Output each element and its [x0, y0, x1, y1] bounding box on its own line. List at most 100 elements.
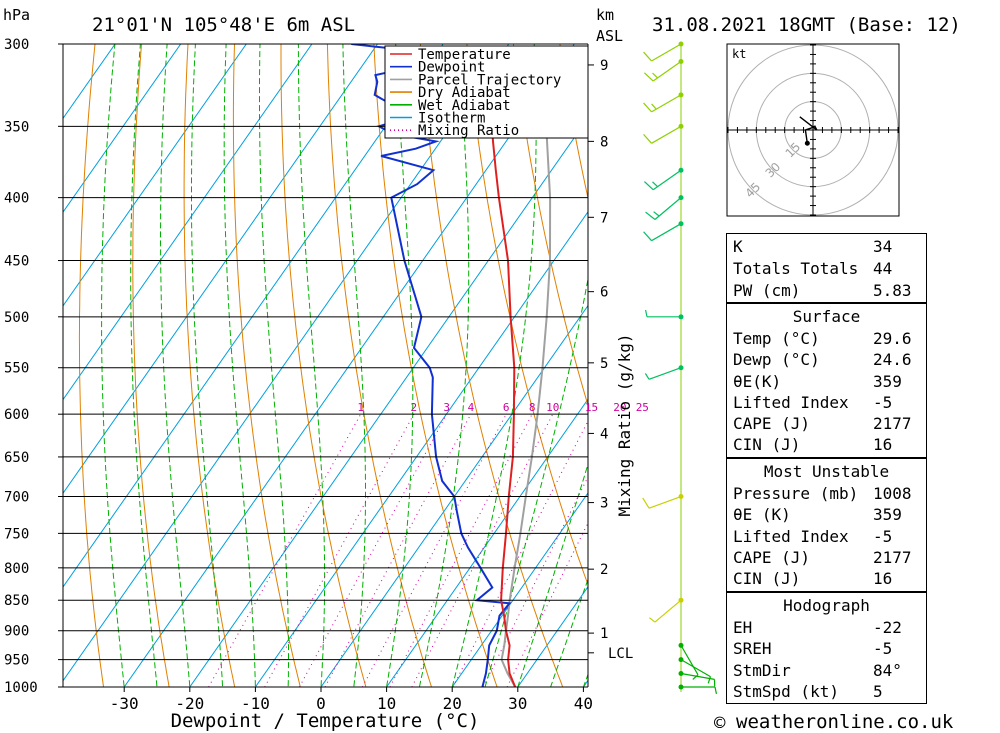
index-label: Totals Totals: [733, 259, 859, 278]
pressure-tick-label: 350: [4, 119, 29, 135]
index-label: Lifted Index: [733, 527, 849, 546]
wet-adiabat-line: [517, 462, 588, 687]
index-value: 5: [873, 682, 883, 701]
index-value: 44: [873, 259, 893, 278]
legend-label: Mixing Ratio: [418, 123, 519, 139]
surface-row: CAPE (J) 2177: [733, 413, 922, 435]
mixing-ratio-line: [389, 413, 533, 687]
mixing-ratio-line: [452, 419, 588, 687]
asl-label: ASL: [596, 27, 623, 45]
mu-row: CIN (J) 16: [733, 568, 922, 590]
legend-label: Parcel Trajectory: [418, 72, 561, 88]
height-tick-label: 3: [600, 496, 608, 512]
mixing-ratio-label: 4: [468, 401, 475, 414]
wind-barb-feather: [645, 211, 656, 220]
dry-adiabat-line: [132, 44, 170, 687]
index-label: CIN (J): [733, 569, 801, 588]
wind-barb-feather: [649, 617, 656, 623]
pressure-tick-label: 450: [4, 254, 29, 270]
x-tick-label: -30: [110, 694, 139, 713]
pressure-tick-label: 550: [4, 361, 29, 377]
x-tick-label: -10: [241, 694, 270, 713]
index-value: 359: [873, 505, 902, 524]
index-label: K: [733, 237, 743, 256]
pressure-tick-label: 500: [4, 310, 29, 326]
index-label: Dewp (°C): [733, 350, 820, 369]
most-unstable-title: Most Unstable: [763, 462, 890, 481]
wet-adiabat-line: [160, 44, 191, 687]
general-indices-panel: K 34 Totals Totals 44 PW (cm) 5.83: [726, 233, 927, 303]
hodograph-params-title: Hodograph: [783, 596, 870, 615]
mixing-ratio-axis-title: Mixing Ratio (g/kg): [615, 333, 634, 516]
index-label: CAPE (J): [733, 548, 811, 567]
pressure-tick-label: 600: [4, 407, 29, 423]
mu-row: Pressure (mb) 1008: [733, 483, 922, 505]
x-tick-label: 10: [377, 694, 396, 713]
surface-row: CIN (J) 16: [733, 434, 922, 456]
legend-box: [384, 45, 589, 139]
wind-barb-feather: [643, 72, 654, 82]
index-value: 24.6: [873, 350, 912, 369]
wind-barb-feather: [714, 686, 718, 694]
wet-adiabat-line: [259, 44, 289, 687]
surface-panel: Surface Temp (°C) 29.6 Dewp (°C) 24.6 θE(K…: [726, 303, 927, 458]
isotherm-line: [63, 44, 116, 120]
isotherm-line: [63, 44, 379, 495]
mixing-ratio-line: [324, 413, 472, 687]
x-tick-label: 0: [316, 694, 326, 713]
plot-frame: [58, 43, 594, 692]
surface-row: Dewp (°C) 24.6: [733, 349, 922, 371]
lcl-label: LCL: [608, 646, 633, 662]
wet-adiabat-line: [386, 44, 414, 687]
wet-adiabat-line: [418, 44, 470, 687]
index-value: 359: [873, 372, 902, 391]
pressure-tick-label: 750: [4, 526, 29, 542]
mixing-ratio-label: 10: [546, 401, 559, 414]
dry-adiabat-line: [512, 44, 588, 407]
legend-label: Dewpoint: [418, 60, 485, 76]
index-value: 16: [873, 435, 893, 454]
copyright-symbol: ©: [714, 712, 726, 733]
wind-barb-feather: [642, 497, 650, 509]
mixing-ratio-label: 20: [613, 401, 626, 414]
axis-labels-layer: 1 2 3 4 6 8 10 15 20 2530035040045050055060065070…: [4, 37, 649, 713]
x-axis-title: Dewpoint / Temperature (°C): [171, 710, 480, 732]
dry-adiabat-line: [989, 0, 1000, 713]
wind-barb-staff: [680, 645, 699, 676]
wind-barb-staff: [651, 94, 682, 113]
wind-barb-staff: [651, 43, 682, 62]
index-value: 2177: [873, 414, 912, 433]
surface-row: Temp (°C) 29.6: [733, 328, 922, 350]
isotherm-line: [320, 304, 588, 687]
index-value: -22: [873, 618, 902, 637]
hodograph-unit-label: kt: [732, 47, 746, 61]
location-title: 21°01'N 105°48'E 6m ASL: [92, 14, 355, 36]
wet-adiabat-line: [101, 44, 125, 687]
hodo-row: StmSpd (kt) 5: [733, 681, 922, 703]
mixing-ratio-label: 25: [636, 401, 649, 414]
index-label: CAPE (J): [733, 414, 811, 433]
hodo-row: EH -22: [733, 617, 922, 639]
dry-adiabat-line: [559, 44, 588, 201]
legend-label: Isotherm: [418, 111, 485, 127]
wind-barbs-layer: [642, 41, 718, 694]
height-tick-label: 2: [600, 562, 608, 578]
wind-barb-staff: [654, 599, 682, 623]
mixing-ratio-label: 1: [357, 401, 364, 414]
index-label: SREH: [733, 639, 772, 658]
dry-adiabat-line: [945, 0, 1000, 713]
index-value: 16: [873, 569, 893, 588]
index-label: PW (cm): [733, 281, 801, 300]
isotherm-line: [254, 210, 588, 687]
wet-adiabat-line: [223, 44, 256, 687]
pressure-tick-label: 650: [4, 450, 29, 466]
pressure-unit-label: hPa: [3, 6, 30, 24]
height-tick-label: 7: [600, 210, 608, 226]
surface-row: θE(K) 359: [733, 371, 922, 393]
index-row-k: K 34: [733, 236, 922, 258]
x-tick-label: -20: [175, 694, 204, 713]
surface-row: Lifted Index -5: [733, 392, 922, 414]
